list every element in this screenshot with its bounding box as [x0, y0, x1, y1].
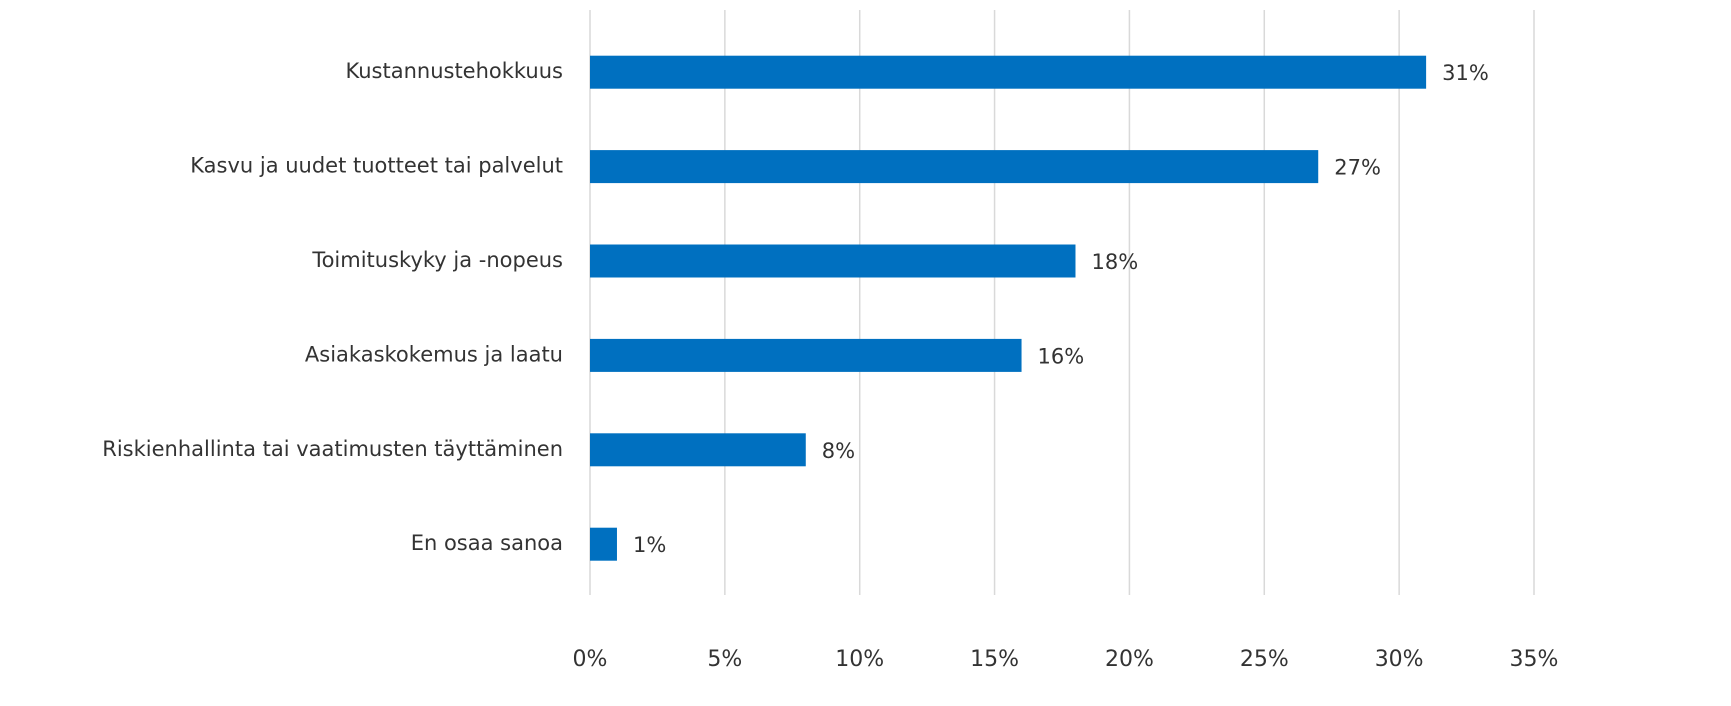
- bar: [590, 244, 1076, 278]
- category-label: En osaa sanoa: [411, 531, 563, 555]
- x-tick-label: 35%: [1510, 647, 1559, 672]
- category-label: Asiakaskokemus ja laatu: [305, 342, 563, 366]
- x-tick-label: 25%: [1240, 647, 1289, 672]
- data-label: 27%: [1334, 156, 1381, 180]
- data-label: 16%: [1038, 344, 1085, 368]
- category-label: Riskienhallinta tai vaatimusten täyttämi…: [102, 437, 563, 461]
- x-tick-label: 20%: [1105, 647, 1154, 672]
- category-label: Kustannustehokkuus: [346, 59, 564, 83]
- bar: [590, 527, 617, 561]
- category-label: Toimituskyky ja -nopeus: [311, 248, 563, 272]
- x-tick-label: 30%: [1375, 647, 1424, 672]
- bar: [590, 338, 1022, 372]
- x-tick-label: 0%: [573, 647, 608, 672]
- x-tick-label: 5%: [707, 647, 742, 672]
- x-tick-label: 10%: [835, 647, 884, 672]
- data-label: 31%: [1442, 61, 1489, 85]
- x-tick-label: 15%: [970, 647, 1019, 672]
- bar: [590, 55, 1427, 89]
- data-label: 8%: [822, 439, 855, 463]
- bar: [590, 433, 806, 467]
- data-label: 1%: [633, 533, 666, 557]
- data-label: 18%: [1091, 250, 1138, 274]
- category-label: Kasvu ja uudet tuotteet tai palvelut: [190, 154, 563, 178]
- bar: [590, 150, 1319, 184]
